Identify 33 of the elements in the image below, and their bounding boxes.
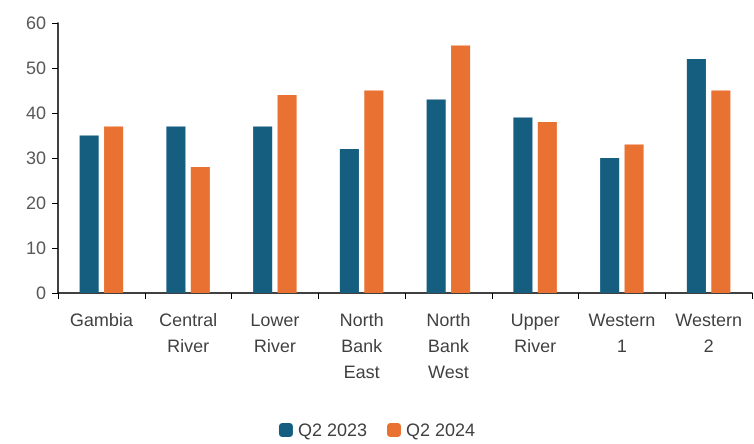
bar <box>104 126 124 293</box>
y-tick-label: 40 <box>26 103 46 123</box>
y-tick-label: 60 <box>26 13 46 33</box>
bar <box>278 95 297 293</box>
bar <box>253 126 272 293</box>
bar <box>166 126 186 293</box>
bar <box>513 118 532 293</box>
bar <box>426 100 446 293</box>
x-tick-label: Western 2 <box>675 310 742 356</box>
x-tick-label: Gambia <box>70 310 134 330</box>
legend-label: Q2 2023 <box>298 420 368 440</box>
y-tick-label: 20 <box>26 193 46 213</box>
x-tick-label: Lower River <box>250 310 300 356</box>
bar <box>711 90 730 293</box>
x-tick-label: Upper River <box>510 310 560 356</box>
bar <box>451 46 470 293</box>
bar <box>686 59 706 293</box>
bar <box>538 122 557 293</box>
legend-label: Q2 2024 <box>406 420 476 440</box>
bar <box>364 90 384 293</box>
y-tick-label: 0 <box>36 283 46 303</box>
x-tick-label: North Bank East <box>340 310 384 382</box>
y-tick-label: 50 <box>26 58 46 78</box>
y-tick-label: 10 <box>26 238 46 258</box>
y-tick-label: 30 <box>26 148 46 168</box>
bar <box>190 167 210 293</box>
bar <box>80 136 99 293</box>
bar <box>624 144 644 293</box>
bar <box>600 158 620 293</box>
x-tick-label: North Bank West <box>426 310 470 382</box>
bar <box>340 149 359 293</box>
x-tick-label: Central River <box>159 310 218 356</box>
x-tick-label: Western 1 <box>588 310 656 356</box>
